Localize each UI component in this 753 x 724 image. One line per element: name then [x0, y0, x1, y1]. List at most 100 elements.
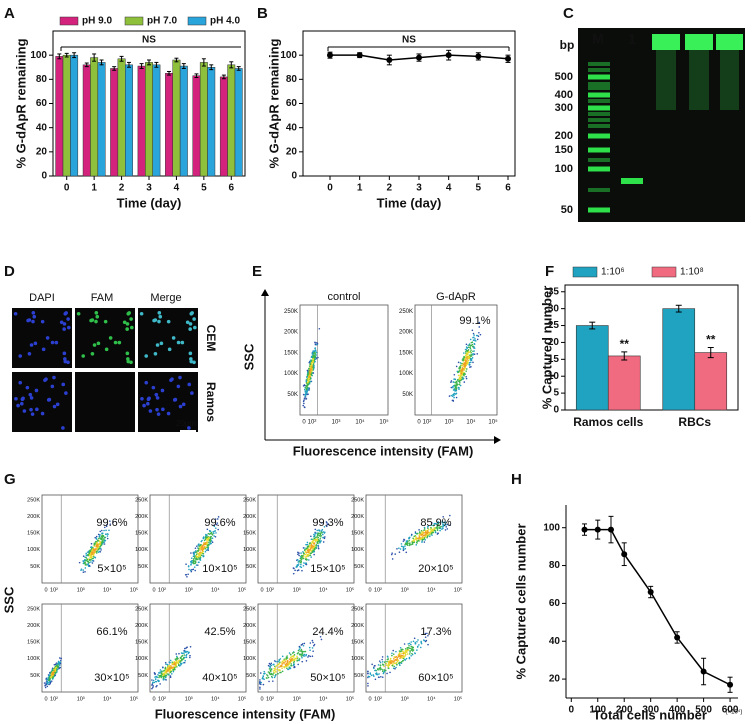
cell-count: 50×10⁵ — [310, 672, 345, 684]
event-dot — [307, 379, 310, 381]
event-dot — [99, 533, 101, 536]
event-dot — [455, 380, 458, 383]
cell — [190, 391, 194, 395]
event-dot — [195, 553, 198, 556]
event-dot — [48, 681, 51, 684]
gate-percent: 99.6% — [96, 517, 127, 529]
event-dot — [204, 537, 207, 539]
event-dot — [316, 541, 319, 544]
x-unit: (×10⁴) — [726, 709, 743, 716]
event-dot — [472, 354, 474, 356]
event-dot — [169, 665, 171, 668]
event-dot — [431, 532, 433, 534]
x-tick-label: 10⁴ — [319, 586, 328, 593]
x-tick-label: 10⁵ — [346, 695, 354, 702]
event-dot — [157, 679, 160, 682]
event-dot — [461, 376, 464, 378]
x-tick-label: 10² — [423, 420, 432, 426]
event-dot — [449, 524, 451, 526]
event-dot — [216, 522, 219, 524]
event-dot — [313, 537, 316, 540]
y-tick-label: 20 — [36, 146, 48, 157]
event-dot — [174, 664, 176, 666]
event-dot — [93, 552, 95, 554]
y-tick-label: 150K — [27, 531, 40, 537]
gel-band — [588, 188, 610, 192]
event-dot — [428, 535, 431, 538]
event-dot — [298, 658, 301, 660]
event-dot — [199, 557, 202, 560]
plot-frame — [302, 30, 516, 177]
event-dot — [304, 558, 307, 561]
event-dot — [54, 674, 57, 677]
event-dot — [309, 380, 312, 383]
event-dot — [298, 559, 300, 562]
event-dot — [57, 660, 60, 663]
event-dot — [58, 667, 60, 670]
cell — [90, 352, 95, 356]
bar — [575, 325, 609, 411]
event-dot — [302, 555, 305, 558]
event-dot — [300, 560, 303, 563]
event-dot — [159, 672, 161, 674]
event-dot — [208, 538, 211, 541]
event-dot — [285, 662, 288, 665]
event-dot — [414, 531, 417, 533]
y-tick-label: 100 — [543, 522, 560, 533]
event-dot — [476, 334, 479, 337]
event-dot — [472, 350, 474, 353]
event-dot — [189, 656, 191, 659]
event-dot — [298, 659, 300, 662]
event-dot — [436, 529, 439, 532]
gel-band — [588, 86, 610, 90]
event-dot — [271, 673, 273, 676]
event-dot — [259, 679, 261, 681]
event-dot — [461, 371, 464, 374]
legend-label: 1:10⁸ — [680, 267, 704, 278]
event-dot — [52, 676, 54, 678]
cell — [50, 384, 55, 389]
event-dot — [373, 675, 375, 677]
event-dot — [458, 378, 461, 380]
event-dot — [190, 563, 192, 566]
event-dot — [169, 667, 172, 669]
event-dot — [155, 685, 157, 688]
event-dot — [326, 523, 329, 526]
event-dot — [304, 398, 306, 400]
event-dot — [163, 675, 166, 678]
cell-count: 20×10⁵ — [418, 563, 453, 575]
event-dot — [298, 645, 301, 648]
bar — [192, 75, 201, 177]
event-dot — [313, 553, 315, 556]
event-dot — [178, 652, 180, 655]
event-dot — [324, 531, 326, 534]
x-tick-label: 10⁴ — [319, 695, 328, 702]
cell — [62, 351, 67, 356]
x-tick-label: 10⁵ — [454, 695, 462, 702]
cell — [113, 340, 118, 345]
event-dot — [157, 672, 160, 674]
event-dot — [307, 545, 310, 547]
event-dot — [444, 529, 447, 531]
event-dot — [213, 525, 216, 528]
event-dot — [55, 662, 58, 664]
event-dot — [479, 333, 482, 336]
event-dot — [300, 563, 302, 566]
event-dot — [312, 363, 315, 366]
event-dot — [92, 556, 95, 558]
y-tick-label: 250K — [243, 606, 256, 612]
event-dot — [410, 654, 412, 657]
event-dot — [284, 660, 287, 663]
event-dot — [394, 553, 397, 555]
event-dot — [91, 559, 94, 562]
event-dot — [274, 674, 277, 677]
event-dot — [211, 541, 214, 543]
event-dot — [377, 668, 380, 671]
event-dot — [193, 553, 196, 556]
y-tick-label: 250K — [135, 497, 148, 503]
event-dot — [317, 547, 320, 550]
x-tick-label: 10⁵ — [488, 419, 498, 426]
event-dot — [383, 670, 386, 673]
cell — [94, 311, 99, 315]
event-dot — [312, 546, 314, 549]
